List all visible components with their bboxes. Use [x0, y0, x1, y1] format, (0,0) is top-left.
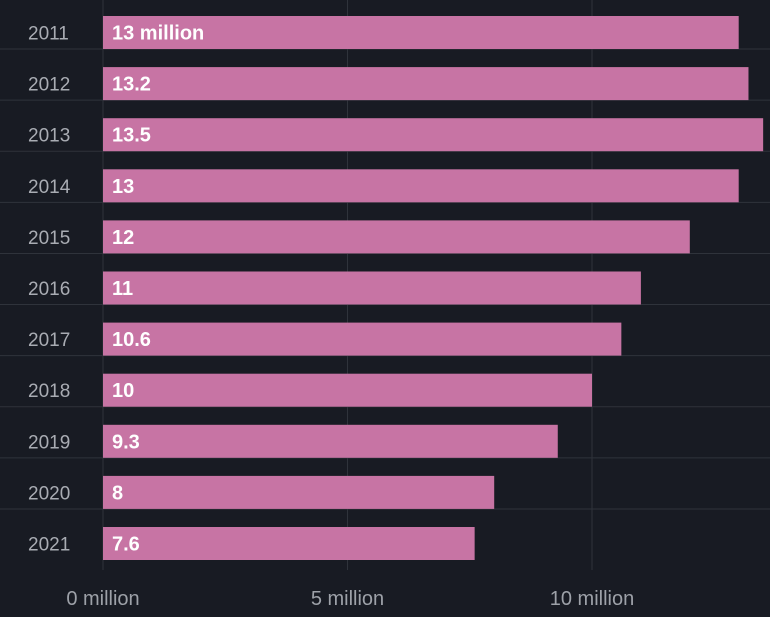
bar-2011: [103, 16, 739, 49]
bar-2015: [103, 220, 690, 254]
data-label-2011: 13 million: [112, 23, 204, 45]
bar-2014: [103, 169, 739, 203]
x-tick-label: 10 million: [550, 588, 634, 610]
data-label-2016: 11: [112, 278, 133, 300]
data-label-2012: 13.2: [112, 74, 151, 96]
bar-2020: [103, 475, 495, 509]
category-label-2012: 2012: [28, 75, 70, 96]
data-label-2019: 9.3: [112, 431, 140, 453]
x-axis: 0 million 5 million 10 million: [66, 588, 634, 610]
data-label-2020: 8: [112, 482, 123, 504]
category-label-2011: 2011: [28, 24, 69, 45]
labels: 2011 13 million 2012 13.2 2013 13.5 2014 13 2015…: [28, 23, 204, 556]
category-label-2018: 2018: [28, 381, 70, 402]
bar-2016: [103, 271, 641, 305]
x-tick-label: 0 million: [66, 588, 139, 610]
category-label-2015: 2015: [28, 228, 70, 249]
data-label-2017: 10.6: [112, 329, 151, 351]
data-label-2021: 7.6: [112, 534, 140, 556]
bar-2021: [103, 527, 475, 560]
bar-2019: [103, 424, 558, 458]
category-label-2020: 2020: [28, 483, 70, 504]
bar-2018: [103, 373, 592, 407]
data-label-2018: 10: [112, 380, 134, 402]
category-label-2021: 2021: [28, 535, 70, 556]
category-label-2014: 2014: [28, 177, 71, 198]
bars: [103, 16, 764, 560]
category-label-2016: 2016: [28, 279, 70, 300]
data-label-2015: 12: [112, 227, 134, 249]
bar-2012: [103, 67, 749, 101]
data-label-2014: 13: [112, 176, 134, 198]
data-label-2013: 13.5: [112, 125, 151, 147]
category-label-2019: 2019: [28, 432, 70, 453]
bar-2017: [103, 322, 622, 356]
x-tick-label: 5 million: [311, 588, 384, 610]
category-label-2017: 2017: [28, 330, 70, 351]
category-label-2013: 2013: [28, 126, 70, 147]
bar-2013: [103, 118, 764, 152]
